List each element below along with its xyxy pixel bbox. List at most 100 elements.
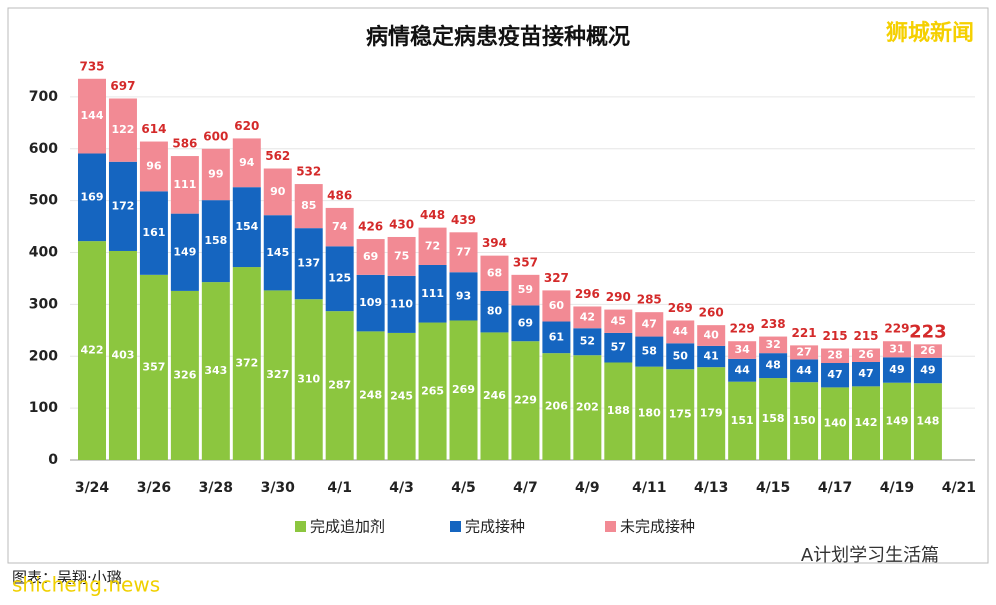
bar-segment (511, 274, 540, 306)
value-label: 158 (762, 412, 785, 425)
value-label: 61 (549, 330, 564, 343)
total-label: 735 (79, 59, 104, 73)
bar-segment (604, 362, 633, 460)
bar-segment (418, 322, 447, 460)
value-label: 90 (270, 185, 286, 198)
total-label: 532 (296, 165, 321, 179)
value-label: 122 (111, 123, 134, 136)
bar-segment (170, 213, 199, 291)
bar-segment (882, 341, 911, 358)
total-label: 394 (482, 236, 507, 250)
value-label: 148 (916, 415, 939, 428)
bar-segment (666, 320, 695, 344)
bar-segment (232, 267, 261, 460)
bar-segment (108, 250, 137, 460)
bar-segment (387, 236, 416, 276)
bar-segment (387, 275, 416, 333)
y-tick-label: 100 (29, 400, 58, 416)
value-label: 93 (456, 289, 471, 302)
value-label: 77 (456, 245, 471, 258)
value-label: 27 (796, 345, 811, 358)
legend-label: 完成追加剂 (310, 518, 385, 536)
total-label: 285 (637, 293, 662, 307)
total-label: 260 (699, 306, 724, 320)
value-label: 47 (827, 368, 842, 381)
x-tick-label: 4/11 (632, 480, 666, 496)
x-tick-label: 4/1 (327, 480, 352, 496)
watermark: 狮城新闻 (886, 20, 974, 46)
site: shicheng.news (12, 573, 160, 597)
bar-segment (542, 353, 571, 460)
value-label: 40 (704, 329, 720, 342)
bar-segment (325, 207, 354, 247)
value-label: 69 (518, 316, 533, 329)
bar-segment (232, 138, 261, 188)
value-label: 59 (518, 283, 533, 296)
bar-segment (573, 306, 602, 329)
x-tick-label: 3/24 (75, 480, 110, 496)
value-label: 327 (266, 368, 289, 381)
value-label: 150 (793, 414, 816, 427)
value-label: 179 (700, 407, 723, 420)
bar-segment (232, 187, 261, 268)
value-label: 372 (235, 357, 258, 370)
bar-segment (170, 156, 199, 214)
total-label: 296 (575, 287, 600, 301)
bar-segment (728, 381, 757, 460)
y-tick-label: 400 (29, 245, 58, 261)
value-label: 248 (359, 389, 382, 402)
legend-swatch (605, 521, 616, 532)
bar-segment (604, 309, 633, 333)
value-label: 326 (173, 368, 196, 381)
value-label: 145 (266, 246, 289, 259)
bar-segment (759, 353, 788, 379)
chart-title: 病情稳定病患疫苗接种概况 (366, 24, 630, 50)
bar-segment (480, 290, 509, 333)
total-label: 357 (513, 255, 538, 269)
y-tick-label: 600 (29, 141, 58, 157)
total-label: 229 (884, 322, 909, 336)
bar-segment (573, 328, 602, 356)
value-label: 44 (735, 363, 751, 376)
source: 图表：吴翔·小璐 (12, 569, 122, 587)
bar-segment (635, 366, 664, 460)
bar-segment (852, 348, 880, 362)
account: A计划学习生活篇 (801, 545, 939, 566)
bar-segment (697, 367, 726, 460)
y-tick-label: 300 (29, 296, 58, 312)
value-label: 69 (363, 250, 378, 263)
bar-segment (263, 290, 292, 460)
bar-segment (635, 312, 664, 337)
bar-segment (201, 282, 230, 460)
total-label: 269 (668, 301, 693, 315)
bar-segment (790, 382, 819, 460)
legend-swatch (295, 521, 306, 532)
x-tick-label: 4/3 (389, 480, 414, 496)
value-label: 52 (580, 335, 595, 348)
total-label: 290 (606, 290, 631, 304)
value-label: 110 (390, 297, 413, 310)
value-label: 125 (328, 272, 351, 285)
value-label: 49 (920, 364, 935, 377)
value-label: 169 (81, 190, 104, 203)
bar-segment (139, 191, 168, 275)
x-tick-label: 3/30 (261, 480, 296, 496)
bar-segment (511, 305, 540, 342)
value-label: 74 (332, 220, 348, 233)
value-label: 357 (142, 360, 165, 373)
value-label: 45 (611, 314, 626, 327)
bar-segment (821, 348, 850, 364)
value-label: 28 (827, 349, 842, 362)
value-label: 422 (81, 344, 104, 357)
bar-segment (108, 98, 137, 162)
bar-segment (449, 232, 478, 273)
legend-label: 完成接种 (465, 518, 525, 536)
value-label: 265 (421, 384, 444, 397)
value-label: 42 (580, 310, 595, 323)
bar-segment (78, 241, 106, 460)
value-label: 44 (796, 364, 812, 377)
bar-segment (759, 378, 788, 460)
value-label: 144 (81, 109, 104, 122)
y-tick-label: 500 (29, 193, 58, 209)
